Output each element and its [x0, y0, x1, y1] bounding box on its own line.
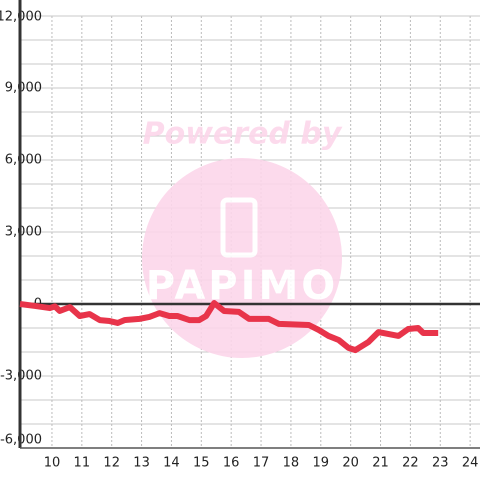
watermark-logo: PAPIMO — [146, 263, 339, 309]
watermark-icon — [220, 197, 258, 258]
x-tick-label: 22 — [402, 456, 419, 471]
x-tick-label: 21 — [372, 456, 389, 471]
x-tick-label: 19 — [313, 456, 330, 471]
watermark-text: Powered by — [143, 117, 343, 152]
y-tick-label: 6,000 — [5, 153, 42, 168]
x-tick-label: 20 — [342, 456, 359, 471]
y-tick-label: 3,000 — [5, 225, 42, 240]
x-tick-label: 17 — [253, 456, 270, 471]
x-tick-label: 15 — [193, 456, 210, 471]
x-tick-label: 13 — [133, 456, 150, 471]
watermark: Powered by PAPIMO — [142, 117, 343, 358]
x-tick-label: 11 — [74, 456, 91, 471]
x-tick-label: 24 — [462, 456, 479, 471]
x-tick-label: 10 — [44, 456, 61, 471]
x-tick-label: 18 — [283, 456, 300, 471]
y-tick-label: 9,000 — [5, 81, 42, 96]
series-line — [19, 300, 439, 354]
x-tick-label: 12 — [103, 456, 120, 471]
x-tick-label: 23 — [432, 456, 449, 471]
x-tick-label: 16 — [223, 456, 240, 471]
watermark-circle — [142, 158, 342, 358]
x-tick-label: 14 — [163, 456, 180, 471]
